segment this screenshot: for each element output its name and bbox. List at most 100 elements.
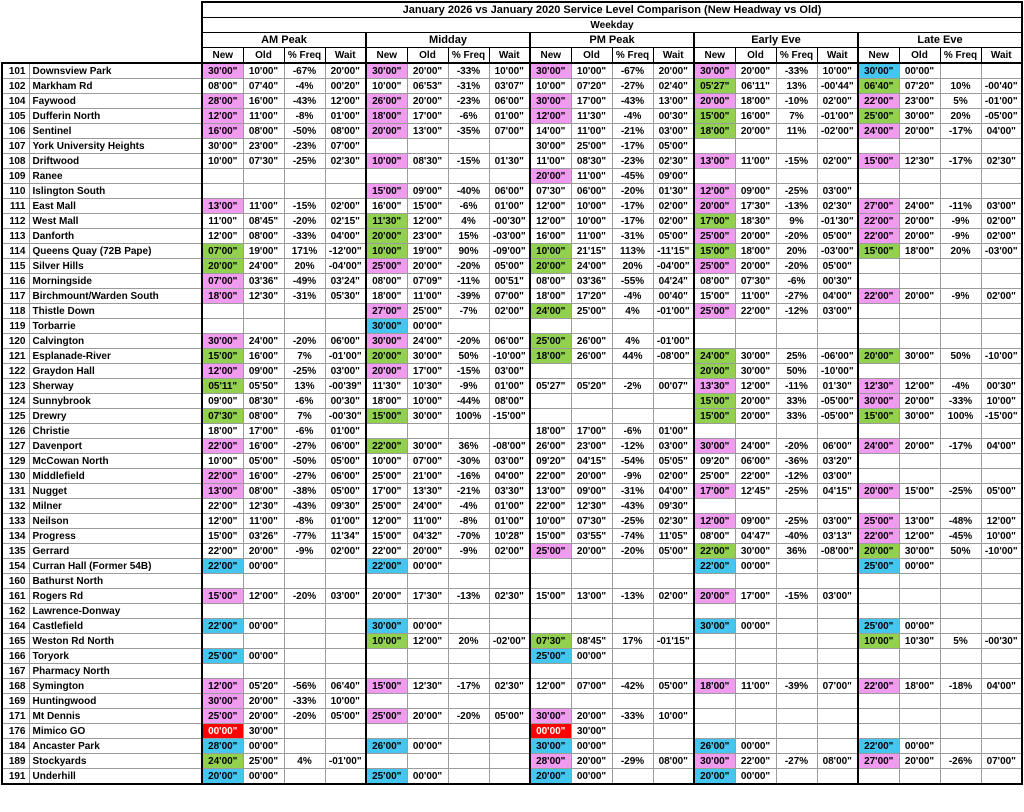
freq-change-cell: 90% bbox=[447, 243, 490, 259]
wait-change-cell: 09'30" bbox=[324, 498, 367, 514]
wait-change-cell: 02'30" bbox=[488, 588, 531, 604]
freq-change-cell: -40% bbox=[775, 528, 818, 544]
old-headway-cell bbox=[734, 318, 777, 334]
wait-change-cell: 04'00" bbox=[980, 438, 1024, 454]
new-headway-cell: 08'00" bbox=[365, 273, 408, 289]
freq-change-cell bbox=[775, 423, 818, 439]
freq-change-cell: -2% bbox=[611, 378, 654, 394]
column-header-freq: % Freq bbox=[939, 47, 982, 64]
freq-change-cell: -18% bbox=[939, 678, 982, 694]
old-headway-cell: 25'00" bbox=[570, 303, 613, 319]
route-row: 127 Davenport 22'00" 16'00" -27% 06'00" 22'00"… bbox=[1, 438, 1024, 454]
new-headway-cell bbox=[857, 603, 900, 619]
freq-change-cell bbox=[447, 663, 490, 679]
wait-change-cell: 03'00" bbox=[488, 453, 531, 469]
wait-change-cell: 04'00" bbox=[652, 483, 695, 499]
old-headway-cell: 20'00" bbox=[898, 438, 941, 454]
new-headway-cell bbox=[693, 423, 736, 439]
freq-change-cell bbox=[447, 318, 490, 334]
old-headway-cell: 20'00" bbox=[898, 123, 941, 139]
wait-change-cell: 07'00" bbox=[980, 753, 1024, 769]
new-headway-cell: 20'00" bbox=[201, 768, 244, 785]
route-name: Sunnybrook bbox=[28, 393, 203, 409]
route-name: Weston Rd North bbox=[28, 633, 203, 649]
old-headway-cell: 25'00" bbox=[570, 138, 613, 154]
freq-change-cell: -13% bbox=[611, 588, 654, 604]
freq-change-cell bbox=[939, 663, 982, 679]
old-headway-cell bbox=[570, 408, 613, 424]
new-headway-cell: 22'00" bbox=[857, 213, 900, 229]
wait-change-cell: 03'00" bbox=[816, 513, 859, 529]
old-headway-cell: 17'30" bbox=[406, 588, 449, 604]
old-headway-cell: 18'30" bbox=[734, 213, 777, 229]
wait-change-cell: 04'00" bbox=[980, 123, 1024, 139]
new-headway-cell: 22'00" bbox=[857, 93, 900, 109]
new-headway-cell bbox=[365, 693, 408, 709]
wait-change-cell bbox=[652, 408, 695, 424]
freq-change-cell: 15% bbox=[447, 228, 490, 244]
wait-change-cell: 07'00" bbox=[488, 123, 531, 139]
freq-change-cell bbox=[775, 633, 818, 649]
freq-change-cell: 44% bbox=[611, 348, 654, 364]
old-headway-cell: 20'00" bbox=[406, 543, 449, 559]
wait-change-cell: -03'00" bbox=[980, 243, 1024, 259]
old-headway-cell: 20'00" bbox=[242, 693, 285, 709]
wait-change-cell: -05'00" bbox=[816, 408, 859, 424]
wait-change-cell: -01'00" bbox=[324, 348, 367, 364]
wait-change-cell bbox=[980, 498, 1024, 514]
wait-change-cell bbox=[980, 318, 1024, 334]
freq-change-cell: -21% bbox=[611, 123, 654, 139]
freq-change-cell bbox=[775, 138, 818, 154]
wait-change-cell: -01'00" bbox=[652, 333, 695, 349]
freq-change-cell bbox=[447, 168, 490, 184]
new-headway-cell: 30'00" bbox=[857, 62, 900, 79]
freq-change-cell: -20% bbox=[611, 543, 654, 559]
new-headway-cell: 25'00" bbox=[693, 303, 736, 319]
new-headway-cell: 25'00" bbox=[529, 333, 572, 349]
old-headway-cell: 25'00" bbox=[406, 303, 449, 319]
old-headway-cell: 09'00" bbox=[242, 363, 285, 379]
old-headway-cell: 24'00" bbox=[242, 258, 285, 274]
old-headway-cell: 10'00" bbox=[570, 213, 613, 229]
old-headway-cell: 30'00" bbox=[898, 348, 941, 364]
route-name: Faywood bbox=[28, 93, 203, 109]
old-headway-cell: 08'00" bbox=[242, 228, 285, 244]
freq-change-cell bbox=[939, 768, 982, 785]
wait-change-cell bbox=[816, 708, 859, 724]
wait-change-cell bbox=[324, 618, 367, 634]
freq-change-cell bbox=[447, 618, 490, 634]
new-headway-cell: 30'00" bbox=[365, 318, 408, 334]
freq-change-cell: -33% bbox=[447, 62, 490, 79]
route-row: 168 Symington 12'00" 05'20" -56% 06'40" 15'00"… bbox=[1, 678, 1024, 694]
wait-change-cell: -10'00" bbox=[488, 348, 531, 364]
new-headway-cell: 22'00" bbox=[201, 543, 244, 559]
freq-change-cell: -39% bbox=[775, 678, 818, 694]
new-headway-cell: 05'11" bbox=[201, 378, 244, 394]
wait-change-cell bbox=[488, 558, 531, 574]
freq-change-cell: -25% bbox=[775, 513, 818, 529]
old-headway-cell: 17'00" bbox=[570, 423, 613, 439]
freq-change-cell bbox=[939, 303, 982, 319]
new-headway-cell: 30'00" bbox=[529, 62, 572, 79]
new-headway-cell: 10'00" bbox=[365, 243, 408, 259]
freq-change-cell: -20% bbox=[447, 333, 490, 349]
wait-change-cell bbox=[816, 318, 859, 334]
new-headway-cell: 25'00" bbox=[529, 648, 572, 664]
route-row: 164 Castlefield 22'00" 00'00" 30'00" 00'00" 30… bbox=[1, 618, 1024, 634]
wait-change-cell: 05'00" bbox=[816, 258, 859, 274]
route-number: 165 bbox=[1, 633, 30, 649]
old-headway-cell bbox=[242, 603, 285, 619]
new-headway-cell: 10'00" bbox=[529, 243, 572, 259]
wait-change-cell: -08'00" bbox=[816, 543, 859, 559]
old-headway-cell: 00'00" bbox=[242, 738, 285, 754]
freq-change-cell: 50% bbox=[939, 543, 982, 559]
freq-change-cell: -26% bbox=[939, 753, 982, 769]
new-headway-cell: 18'00" bbox=[529, 423, 572, 439]
freq-change-cell: -15% bbox=[447, 153, 490, 169]
freq-change-cell bbox=[283, 663, 326, 679]
new-headway-cell bbox=[857, 138, 900, 154]
old-headway-cell: 17'20" bbox=[570, 288, 613, 304]
route-name: Gerrard bbox=[28, 543, 203, 559]
old-headway-cell: 12'00" bbox=[898, 528, 941, 544]
corner-spacer bbox=[2, 2, 202, 18]
